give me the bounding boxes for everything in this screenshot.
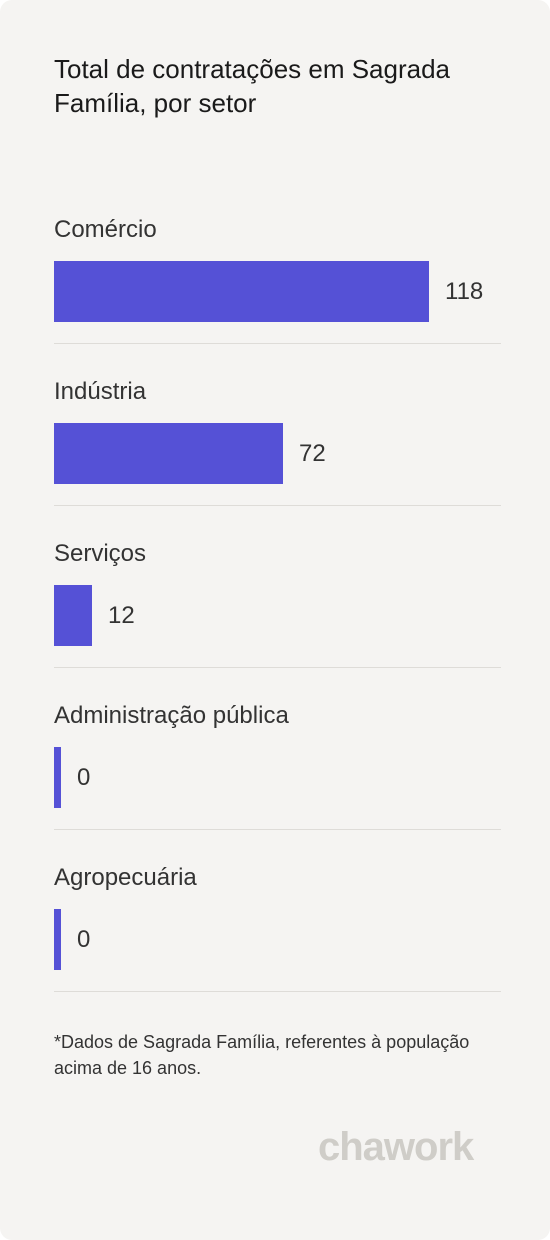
chart-title: Total de contratações em Sagrada Família… bbox=[54, 54, 451, 118]
footnote: *Dados de Sagrada Família, referentes à … bbox=[54, 1032, 470, 1078]
bar-row: Indústria 72 bbox=[54, 376, 501, 538]
bar-row: Agropecuária 0 bbox=[54, 862, 501, 1024]
row-divider bbox=[54, 343, 501, 344]
value-label: 0 bbox=[77, 764, 91, 791]
value-label: 72 bbox=[299, 440, 326, 467]
row-divider bbox=[54, 991, 501, 992]
row-divider bbox=[54, 829, 501, 830]
category-label: Serviços bbox=[54, 540, 147, 567]
category-label: Administração pública bbox=[54, 702, 289, 729]
bar-row: Comércio 118 bbox=[54, 214, 501, 376]
row-divider bbox=[54, 667, 501, 668]
value-label: 12 bbox=[108, 602, 135, 629]
bar bbox=[54, 423, 283, 484]
category-label: Indústria bbox=[54, 378, 147, 405]
value-label: 0 bbox=[77, 926, 91, 953]
bar bbox=[54, 747, 61, 808]
bar-row: Serviços 12 bbox=[54, 538, 501, 700]
category-label: Comércio bbox=[54, 216, 157, 243]
bar-row: Administração pública 0 bbox=[54, 700, 501, 862]
row-divider bbox=[54, 505, 501, 506]
bar bbox=[54, 909, 61, 970]
brand-logo: chawork bbox=[318, 1125, 474, 1169]
value-label: 118 bbox=[445, 278, 484, 305]
category-label: Agropecuária bbox=[54, 864, 197, 891]
bar bbox=[54, 261, 429, 322]
bar bbox=[54, 585, 92, 646]
